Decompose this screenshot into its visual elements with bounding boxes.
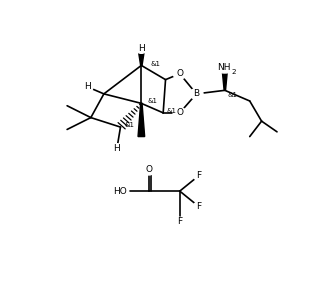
Text: &1: &1	[124, 122, 134, 128]
Ellipse shape	[215, 63, 235, 73]
Polygon shape	[138, 103, 145, 136]
Ellipse shape	[111, 144, 123, 153]
Text: &1: &1	[151, 61, 161, 67]
Text: F: F	[177, 217, 182, 226]
Text: 2: 2	[232, 69, 236, 75]
Text: F: F	[196, 202, 201, 211]
Text: HO: HO	[114, 187, 127, 196]
Text: NH: NH	[217, 63, 230, 72]
Text: &1: &1	[147, 98, 157, 104]
Ellipse shape	[173, 68, 186, 79]
Ellipse shape	[173, 107, 186, 118]
Text: O: O	[176, 69, 183, 78]
Ellipse shape	[81, 82, 93, 91]
Text: O: O	[145, 165, 152, 174]
Text: F: F	[196, 171, 201, 180]
Text: &1: &1	[228, 91, 238, 98]
Ellipse shape	[193, 202, 204, 211]
Ellipse shape	[112, 186, 129, 196]
Ellipse shape	[193, 171, 204, 180]
Polygon shape	[222, 68, 228, 90]
Ellipse shape	[135, 44, 147, 53]
Ellipse shape	[174, 217, 185, 227]
Text: H: H	[84, 82, 91, 91]
Text: H: H	[138, 44, 145, 53]
Ellipse shape	[190, 89, 203, 99]
Text: H: H	[114, 144, 120, 153]
Text: &1: &1	[166, 108, 176, 114]
Polygon shape	[138, 49, 145, 65]
Text: O: O	[176, 108, 183, 117]
Ellipse shape	[143, 164, 155, 175]
Text: B: B	[193, 89, 199, 98]
